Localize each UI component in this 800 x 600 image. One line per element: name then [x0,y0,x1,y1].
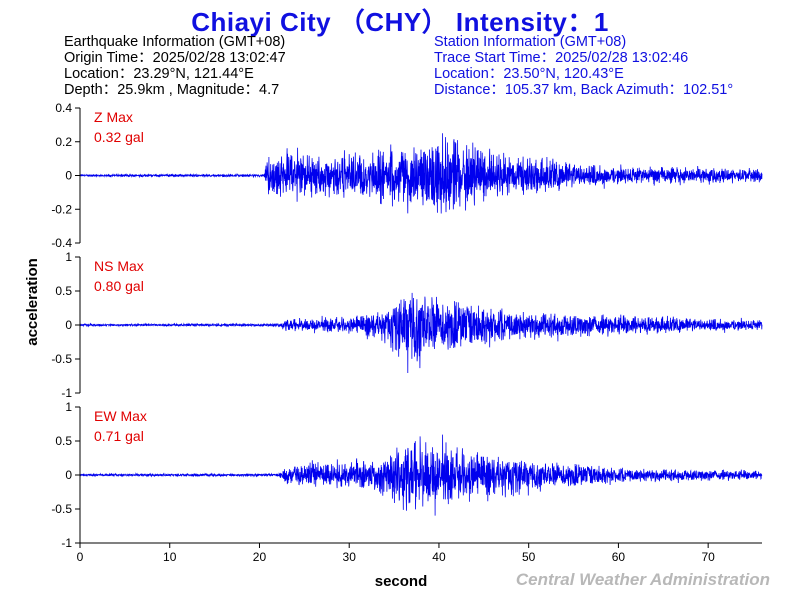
ew-y-tick-label: -0.5 [51,502,72,516]
eq-origin-time: Origin Time：2025/02/28 13:02:47 [64,50,286,66]
z-y-tick-label: 0.2 [55,135,72,149]
z-y-tick-label: 0 [65,169,72,183]
ns-trace-line [79,292,763,374]
z-trace-line [79,133,763,214]
x-tick-label: 60 [612,550,626,564]
ew-y-tick-label: 0 [65,468,72,482]
eq-info-heading: Earthquake Information (GMT+08) [64,34,286,50]
x-axis-label: second [375,573,428,590]
ew-trace-line [79,434,763,516]
x-tick-label: 70 [701,550,715,564]
ns-y-tick-label: -0.5 [51,352,72,366]
station-info: Station Information (GMT+08) Trace Start… [434,34,733,98]
st-info-heading: Station Information (GMT+08) [434,34,627,50]
footer-credit: Central Weather Administration [515,570,770,589]
ew-y-tick-label: 0.5 [55,434,72,448]
ns-y-tick-label: 0 [65,318,72,332]
chart-title: Chiayi City （CHY） Intensity：1 [191,7,609,37]
ns-y-tick-label: -1 [61,386,72,400]
ew-max-value: 0.71 gal [94,428,144,444]
eq-depth-magnitude: Depth：25.9km , Magnitude：4.7 [64,82,280,98]
z-y-tick-label: -0.2 [51,202,72,216]
x-tick-label: 20 [253,550,267,564]
ew-y-tick-label: -1 [61,536,72,550]
ew-y-tick-label: 1 [65,400,72,414]
ew-max-label: EW Max [94,408,147,424]
z-max-label: Z Max [94,109,133,125]
ns-max-label: NS Max [94,258,144,274]
earthquake-info: Earthquake Information (GMT+08) Origin T… [64,34,286,98]
y-axis-label: acceleration [24,258,41,346]
st-distance: Distance：105.37 km, Back Azimuth：102.51° [434,82,734,98]
x-tick-label: 40 [432,550,446,564]
st-trace-start: Trace Start Time：2025/02/28 13:02:46 [434,50,689,66]
ns-y-tick-label: 1 [65,250,72,264]
x-tick-label: 30 [343,550,357,564]
z-y-tick-label: -0.4 [51,236,72,250]
x-tick-label: 10 [163,550,177,564]
x-tick-label: 0 [77,550,84,564]
ns-max-value: 0.80 gal [94,278,144,294]
st-location: Location：23.50°N, 120.43°E [434,66,624,82]
z-max-value: 0.32 gal [94,129,144,145]
x-tick-label: 50 [522,550,536,564]
eq-location: Location：23.29°N, 121.44°E [64,66,254,82]
z-y-tick-label: 0.4 [55,101,72,115]
ns-y-tick-label: 0.5 [55,284,72,298]
